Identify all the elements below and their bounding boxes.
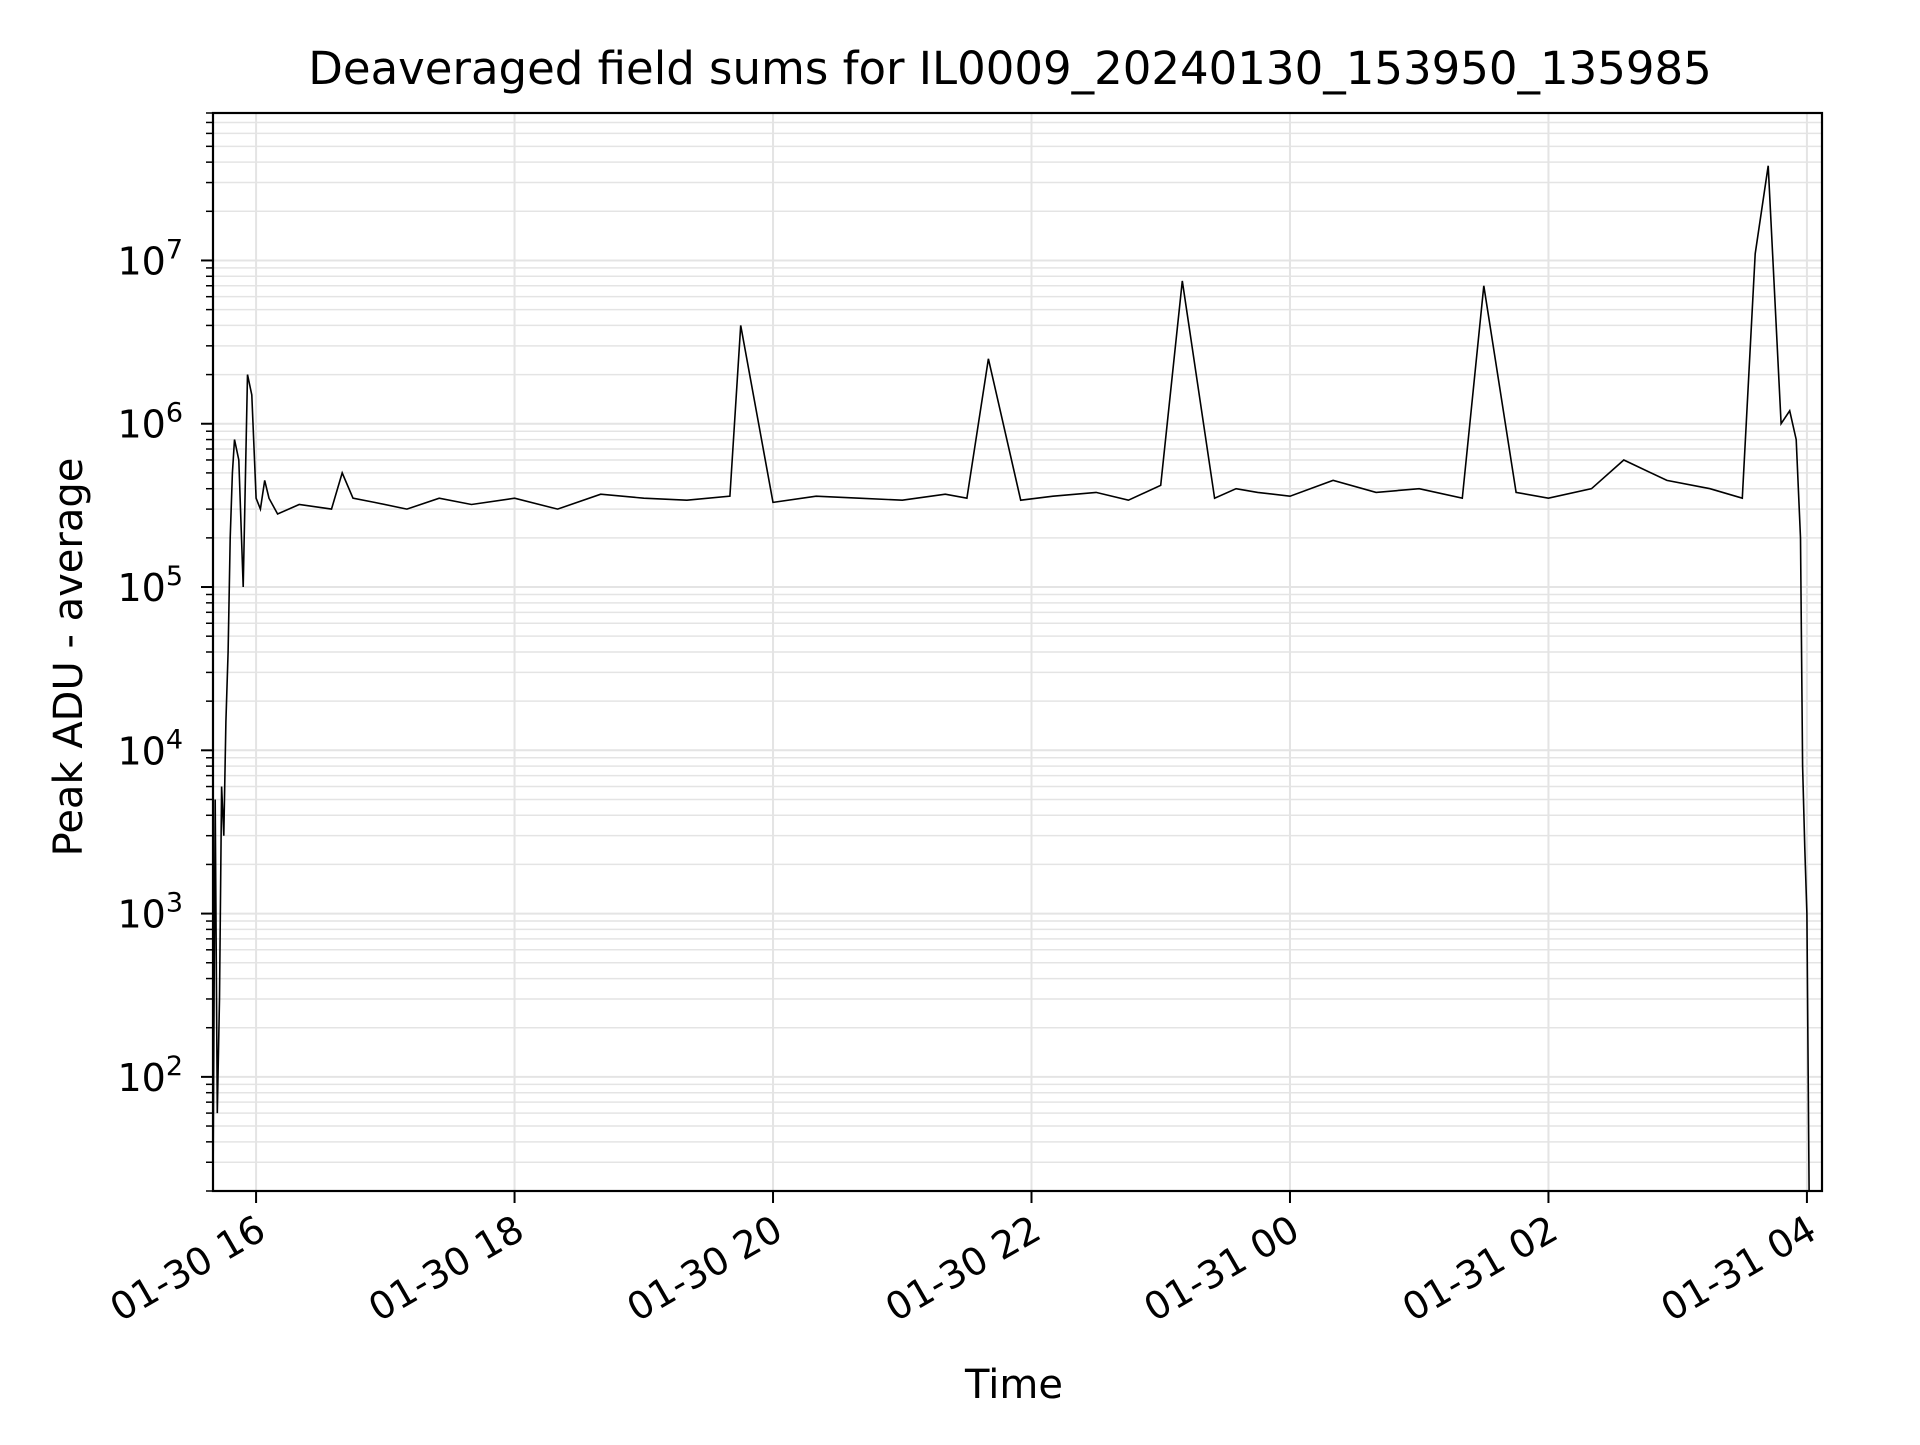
y-tick-base: 10 [117,239,165,283]
y-tick-base: 10 [117,893,165,937]
y-tick-base: 10 [117,403,165,447]
plot-frame [211,111,1824,1193]
series-line-0 [212,165,1810,1192]
y-axis-label: Peak ADU - average [46,458,92,857]
y-tick-exponent: 4 [166,724,183,755]
y-tick-label: 102 [117,1051,183,1100]
axes [201,111,1824,1203]
series-layer [212,165,1810,1192]
y-tick-label: 105 [117,561,183,610]
y-tick-label: 104 [117,724,183,773]
y-tick-exponent: 2 [166,1051,183,1082]
y-tick-label: 103 [117,888,183,937]
y-tick-exponent: 6 [166,398,183,429]
y-tick-exponent: 5 [166,561,183,592]
y-tick-base: 10 [117,729,165,773]
y-tick-base: 10 [117,1056,165,1100]
y-tick-exponent: 3 [166,888,183,919]
y-tick-label: 107 [117,234,183,283]
x-axis-label: Time [964,1362,1063,1408]
y-tick-exponent: 7 [166,234,183,265]
y-tick-label: 106 [117,398,183,447]
y-tick-base: 10 [117,566,165,610]
chart-title: Deaveraged field sums for IL0009_2024013… [308,42,1712,95]
